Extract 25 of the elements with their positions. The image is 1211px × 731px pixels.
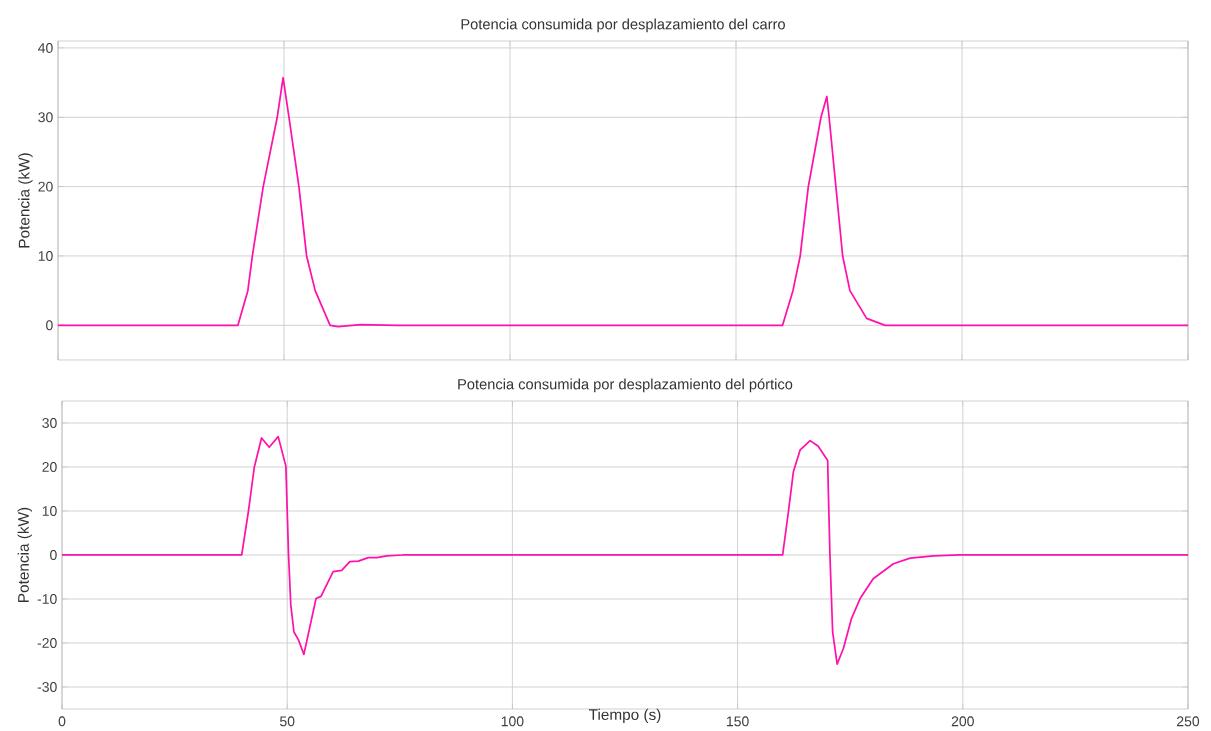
y-tick-label: 0 — [50, 550, 57, 560]
y-axis-title: Potencia (kW) — [18, 153, 33, 248]
y-tick-label: 20 — [42, 462, 57, 472]
y-tick-label: 10 — [38, 251, 53, 261]
x-tick-label: 100 — [501, 716, 524, 727]
y-tick-label: 40 — [38, 42, 53, 53]
y-tick-label: -20 — [37, 638, 57, 648]
y-tick-label: 30 — [42, 418, 57, 428]
y-axis-title: Potencia (kW) — [17, 507, 32, 602]
y-tick-label: 0 — [46, 320, 53, 331]
x-tick-label: 50 — [279, 716, 295, 727]
x-tick-label: 150 — [726, 716, 749, 727]
chart-title: Potencia consumida por desplazamiento del carro — [461, 18, 785, 33]
x-axis-title: Tiempo (s) — [588, 708, 661, 724]
y-tick-label: 30 — [38, 112, 53, 123]
line-series — [62, 435, 1188, 665]
x-tick-label: 250 — [1177, 716, 1200, 727]
y-tick-label: -10 — [37, 594, 57, 604]
x-tick-label: 200 — [951, 716, 974, 727]
y-tick-label: 10 — [42, 506, 57, 516]
y-tick-label: -30 — [37, 682, 57, 692]
x-tick-label: 0 — [58, 716, 66, 727]
line-series — [58, 76, 1188, 328]
chart-title: Potencia consumida por desplazamiento del pórtico — [458, 378, 793, 393]
y-tick-label: 20 — [38, 181, 53, 192]
